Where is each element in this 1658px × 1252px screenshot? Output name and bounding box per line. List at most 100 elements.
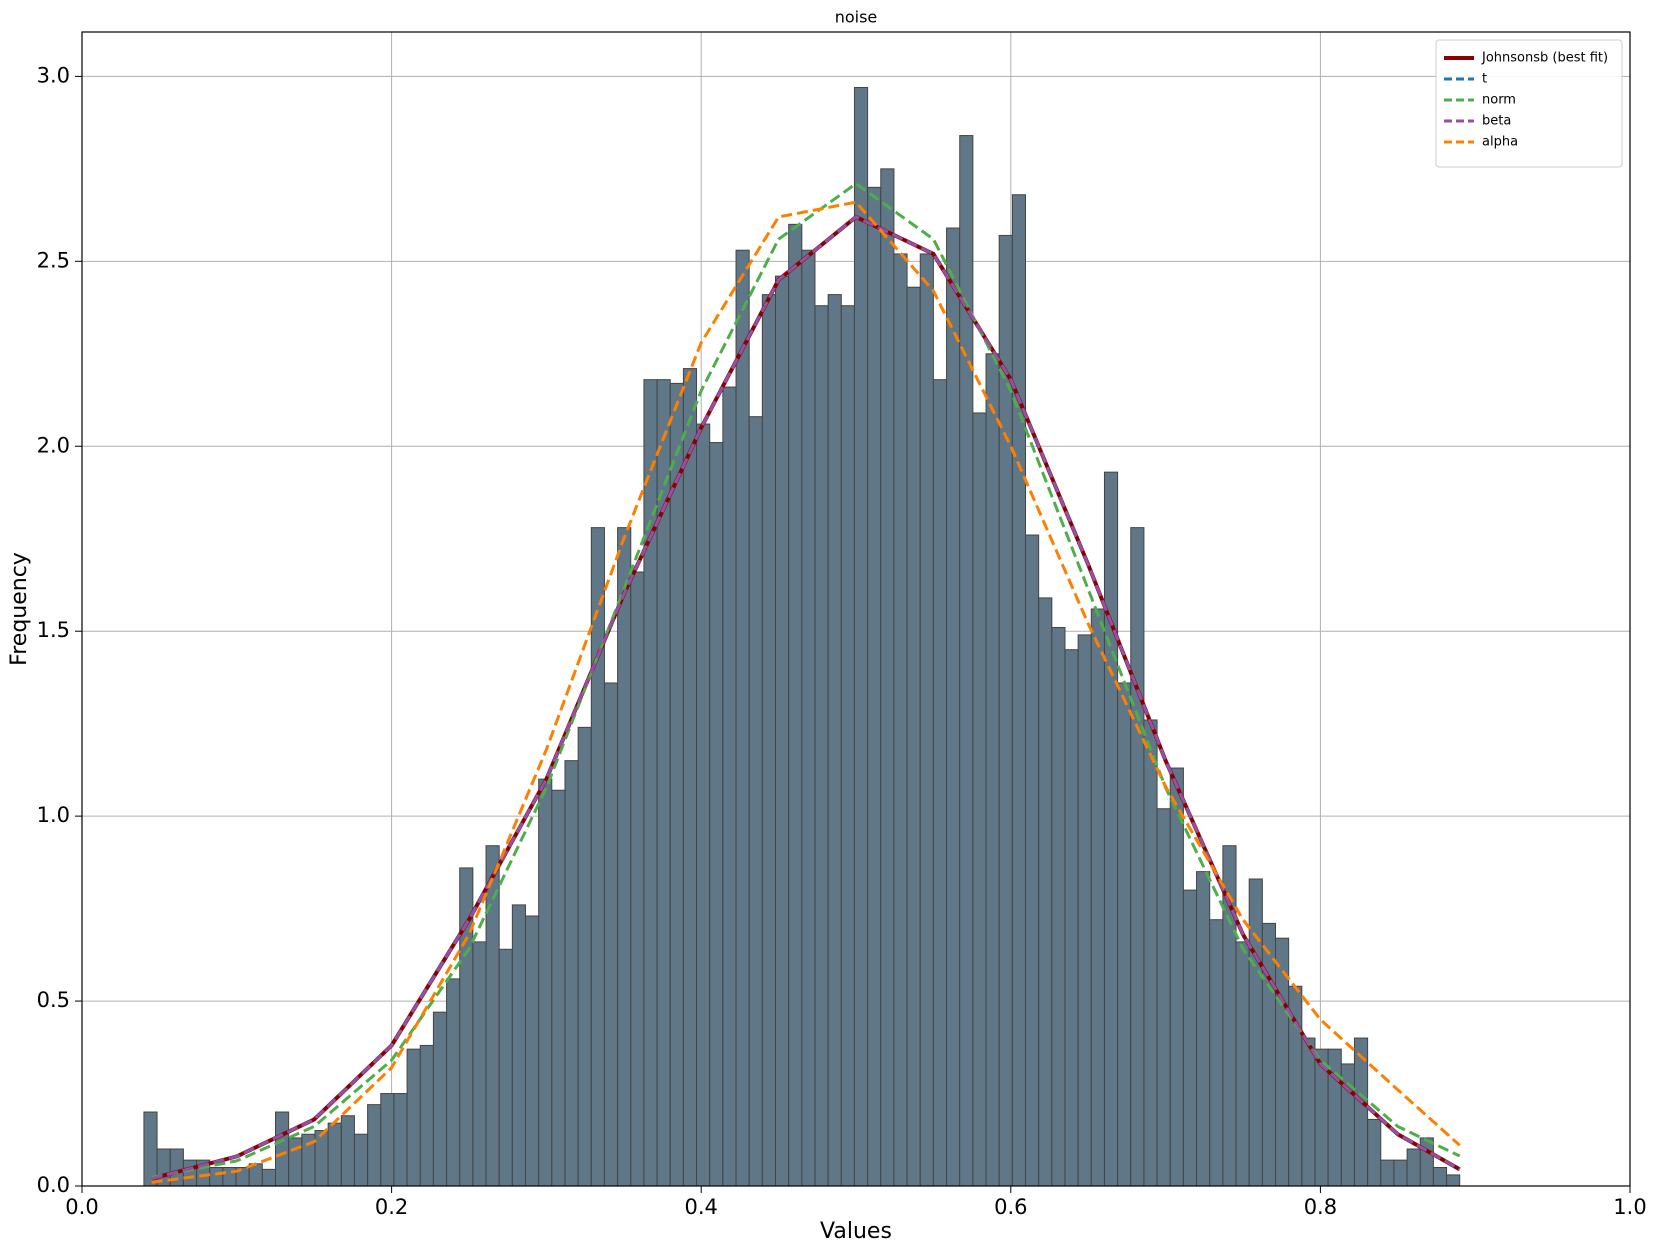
bar — [182, 1159, 198, 1187]
x-tick-label: 0.6 — [994, 1195, 1027, 1219]
y-tick-label: 0.0 — [37, 1173, 70, 1197]
bar — [314, 1130, 329, 1187]
bar — [1419, 1137, 1434, 1187]
bar — [419, 1044, 434, 1187]
bar — [827, 294, 842, 1187]
legend-label: alpha — [1482, 135, 1518, 150]
bar — [775, 275, 790, 1187]
bar — [1038, 597, 1053, 1187]
bar — [1209, 919, 1224, 1187]
curves — [151, 181, 1461, 1184]
y-tick-label: 1.5 — [37, 618, 70, 642]
bar — [538, 778, 553, 1187]
bar — [1064, 649, 1079, 1187]
bar — [393, 1093, 408, 1187]
bar — [1446, 1174, 1461, 1187]
bar — [327, 1122, 342, 1187]
bar — [682, 368, 698, 1187]
bar — [340, 1115, 355, 1187]
bar — [801, 249, 816, 1187]
bar — [985, 353, 1000, 1187]
x-tick-label: 0.4 — [684, 1195, 717, 1219]
bar — [840, 305, 855, 1187]
bar — [1011, 194, 1027, 1187]
legend-label: Johnsonsb (best fit) — [1481, 51, 1608, 66]
bar — [932, 379, 948, 1187]
legend-label: norm — [1482, 93, 1516, 108]
bar — [1156, 808, 1171, 1187]
bar — [1248, 878, 1263, 1187]
bar — [788, 223, 803, 1187]
bar — [959, 135, 974, 1187]
bar — [432, 1011, 448, 1187]
fit-line — [151, 215, 1461, 1181]
x-tick-label: 0.0 — [65, 1195, 98, 1219]
bar — [1301, 1037, 1316, 1187]
bar — [564, 760, 579, 1187]
bars — [143, 86, 1461, 1187]
bar — [1380, 1159, 1395, 1187]
bar — [906, 286, 921, 1187]
legend-box — [1435, 39, 1623, 168]
bar — [722, 386, 737, 1187]
y-tick-label: 2.0 — [37, 433, 70, 457]
bar — [1393, 1159, 1408, 1187]
legend-label: t — [1482, 72, 1487, 87]
bar — [1117, 682, 1132, 1187]
bar — [353, 1133, 369, 1187]
bar — [1143, 719, 1158, 1187]
bar — [275, 1111, 290, 1187]
bar — [972, 412, 987, 1187]
x-axis-label: Values — [820, 1219, 892, 1244]
y-tick-label: 0.5 — [37, 988, 70, 1012]
bar — [617, 527, 632, 1187]
bar — [446, 978, 461, 1187]
bar — [1261, 922, 1277, 1187]
bar — [525, 915, 540, 1187]
bar — [735, 249, 750, 1187]
bar — [748, 416, 763, 1187]
chart-title: noise — [835, 8, 878, 27]
bar — [853, 86, 869, 1187]
bar — [867, 186, 882, 1187]
bar — [577, 726, 592, 1187]
bar — [261, 1168, 277, 1187]
bar — [669, 382, 684, 1187]
plot-frame — [81, 31, 1631, 1187]
bar — [893, 253, 908, 1187]
bar — [511, 904, 527, 1187]
bar — [603, 682, 619, 1187]
y-axis-label: Frequency — [7, 552, 32, 666]
bar — [761, 294, 777, 1187]
legend-label: beta — [1482, 114, 1511, 129]
bar — [472, 941, 487, 1187]
bar — [143, 1111, 158, 1187]
bar — [1432, 1167, 1448, 1187]
bar — [709, 442, 724, 1187]
bar — [1182, 889, 1198, 1187]
bar — [946, 227, 961, 1187]
bar — [696, 423, 711, 1187]
bar — [643, 379, 658, 1187]
bar — [1103, 471, 1119, 1187]
bar — [1025, 534, 1040, 1187]
bar — [1406, 1148, 1421, 1187]
y-tick-label: 1.0 — [37, 803, 70, 827]
y-tick-label: 2.5 — [37, 248, 70, 272]
bar — [919, 253, 934, 1187]
bar — [367, 1104, 382, 1187]
bar — [1196, 871, 1211, 1187]
x-tick-label: 0.2 — [375, 1195, 408, 1219]
legend: Johnsonsb (best fit) t norm beta alpha — [1435, 39, 1623, 168]
bar — [1130, 527, 1145, 1187]
x-tick-label: 0.8 — [1304, 1195, 1337, 1219]
y-tick-label: 3.0 — [37, 63, 70, 87]
bar — [406, 1048, 421, 1187]
bar — [1169, 767, 1184, 1187]
bar — [209, 1167, 224, 1187]
bar — [880, 168, 895, 1187]
bar — [380, 1093, 395, 1187]
bar — [814, 305, 829, 1187]
